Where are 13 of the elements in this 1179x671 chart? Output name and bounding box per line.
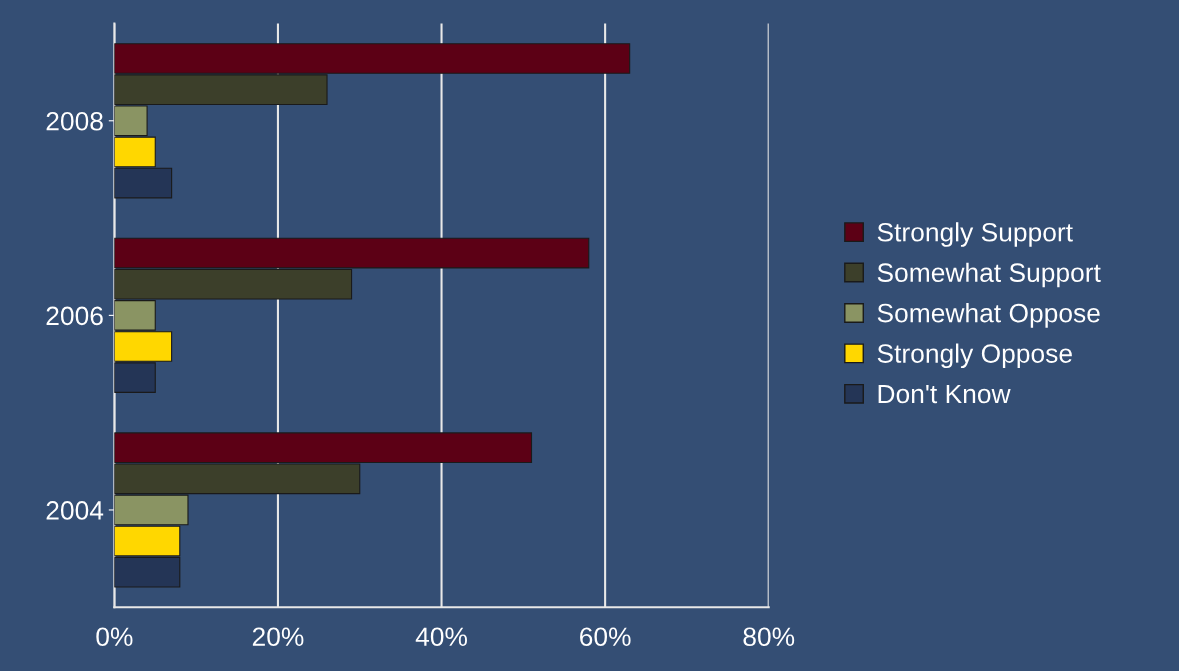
y-tick-label: 2004 <box>46 501 104 520</box>
legend-label: Don't Know <box>878 384 1011 404</box>
x-tick-label: 40% <box>415 627 468 647</box>
y-tick-label: 2008 <box>46 111 103 131</box>
legend-label: Strongly Oppose <box>877 343 1072 369</box>
legend-label: Somewhat Support <box>877 262 1101 288</box>
x-tick-label: 80% <box>743 627 795 647</box>
y-tick-label: 2006 <box>46 306 103 326</box>
x-tick-label: 0% <box>96 627 133 647</box>
legend-label: Somewhat Oppose <box>877 303 1100 328</box>
x-tick-label: 20% <box>252 627 304 647</box>
legend-label: Strongly Support <box>877 222 1073 247</box>
x-tick-label: 60% <box>580 627 631 647</box>
